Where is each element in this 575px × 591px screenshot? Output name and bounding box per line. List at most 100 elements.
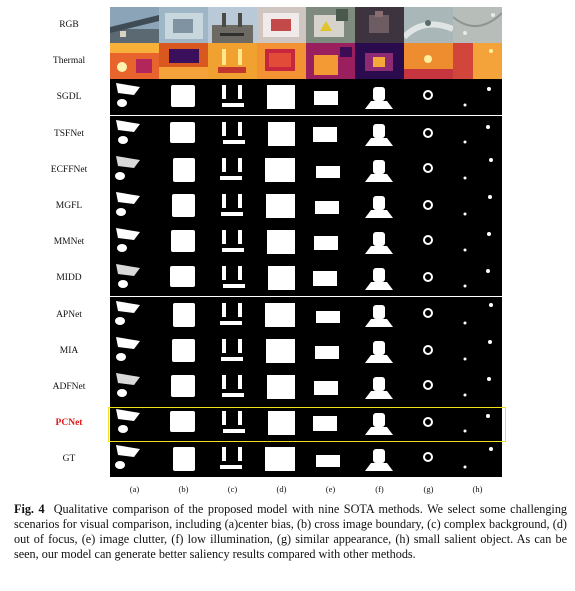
saliency-map bbox=[404, 188, 453, 224]
figure-caption: Fig. 4 Qualitative comparison of the pro… bbox=[14, 502, 567, 562]
saliency-map bbox=[257, 405, 306, 442]
saliency-map bbox=[306, 188, 355, 224]
saliency-map bbox=[208, 79, 257, 116]
saliency-map bbox=[110, 260, 159, 297]
row-label: TSFNet bbox=[53, 128, 85, 139]
saliency-map bbox=[159, 332, 208, 369]
saliency-map bbox=[355, 115, 404, 152]
saliency-map bbox=[453, 296, 502, 333]
saliency-map bbox=[306, 115, 355, 152]
row-label: RGB bbox=[59, 20, 79, 30]
column-label: (c) bbox=[227, 484, 238, 494]
saliency-map bbox=[306, 79, 355, 116]
saliency-map bbox=[110, 369, 159, 405]
saliency-map bbox=[453, 224, 502, 261]
figure-row: ECFFNet bbox=[0, 151, 575, 188]
saliency-map bbox=[453, 441, 502, 478]
saliency-map bbox=[306, 405, 355, 442]
saliency-map bbox=[208, 151, 257, 188]
saliency-map bbox=[208, 405, 257, 442]
row-label: SGDL bbox=[56, 92, 82, 103]
column-label: (e) bbox=[325, 484, 336, 494]
saliency-map bbox=[306, 151, 355, 188]
row-label: ECFFNet bbox=[50, 164, 88, 175]
row-label: ADFNet bbox=[52, 382, 86, 392]
rgb-image bbox=[257, 7, 306, 43]
saliency-map bbox=[355, 441, 404, 478]
rgb-image bbox=[159, 7, 208, 43]
saliency-map bbox=[404, 224, 453, 261]
thermal-image bbox=[355, 43, 404, 80]
column-label: (d) bbox=[276, 484, 287, 494]
saliency-map bbox=[306, 260, 355, 297]
rgb-image bbox=[453, 7, 502, 43]
rgb-image bbox=[110, 7, 159, 43]
caption-text: Qualitative comparison of the proposed m… bbox=[14, 502, 568, 561]
saliency-map bbox=[257, 151, 306, 188]
saliency-map bbox=[355, 79, 404, 116]
figure-row: Thermal bbox=[0, 43, 575, 80]
saliency-map bbox=[453, 188, 502, 224]
saliency-map bbox=[110, 151, 159, 188]
saliency-map bbox=[355, 369, 404, 405]
saliency-map bbox=[404, 441, 453, 478]
saliency-map bbox=[355, 260, 404, 297]
saliency-map bbox=[355, 188, 404, 224]
saliency-map bbox=[453, 115, 502, 152]
rgb-image bbox=[404, 7, 453, 43]
row-label: APNet bbox=[56, 309, 82, 320]
saliency-map bbox=[159, 296, 208, 333]
thermal-image bbox=[453, 43, 502, 80]
saliency-map bbox=[159, 188, 208, 224]
saliency-map bbox=[110, 441, 159, 478]
saliency-map bbox=[404, 115, 453, 152]
column-label: (h) bbox=[472, 484, 483, 494]
figure-row: MMNet bbox=[0, 224, 575, 261]
saliency-map bbox=[404, 296, 453, 333]
saliency-map bbox=[159, 369, 208, 405]
saliency-map bbox=[355, 224, 404, 261]
saliency-map bbox=[257, 79, 306, 116]
saliency-map bbox=[208, 224, 257, 261]
saliency-map bbox=[110, 188, 159, 224]
saliency-map bbox=[404, 79, 453, 116]
row-label: GT bbox=[62, 454, 76, 465]
saliency-map bbox=[159, 405, 208, 442]
column-label: (g) bbox=[423, 484, 434, 494]
figure-row: GT bbox=[0, 441, 575, 478]
figure-row: ADFNet bbox=[0, 369, 575, 405]
saliency-map bbox=[306, 296, 355, 333]
figure-row: SGDL bbox=[0, 79, 575, 116]
saliency-map bbox=[257, 296, 306, 333]
row-label: MMNet bbox=[53, 237, 85, 248]
row-label: MGFL bbox=[55, 201, 83, 211]
saliency-map bbox=[110, 296, 159, 333]
saliency-map bbox=[404, 332, 453, 369]
row-label: MIA bbox=[59, 345, 79, 356]
saliency-map bbox=[453, 405, 502, 442]
saliency-map bbox=[306, 224, 355, 261]
saliency-map bbox=[208, 188, 257, 224]
saliency-map bbox=[110, 224, 159, 261]
saliency-map bbox=[208, 441, 257, 478]
saliency-map bbox=[306, 441, 355, 478]
saliency-map bbox=[404, 369, 453, 405]
saliency-map bbox=[208, 115, 257, 152]
saliency-map bbox=[110, 332, 159, 369]
saliency-map bbox=[355, 405, 404, 442]
saliency-map bbox=[110, 79, 159, 116]
saliency-map bbox=[257, 260, 306, 297]
comparison-figure: RGB Thermal SGDL TSFNet ECFFNet MGFL MMNet MIDD… bbox=[0, 7, 575, 494]
saliency-map bbox=[306, 369, 355, 405]
saliency-map bbox=[159, 224, 208, 261]
saliency-map bbox=[159, 151, 208, 188]
column-label: (b) bbox=[178, 484, 189, 494]
saliency-map bbox=[453, 332, 502, 369]
saliency-map bbox=[110, 405, 159, 442]
saliency-map bbox=[453, 369, 502, 405]
thermal-image bbox=[257, 43, 306, 80]
row-label: PCNet bbox=[55, 418, 83, 429]
saliency-map bbox=[355, 151, 404, 188]
saliency-map bbox=[257, 441, 306, 478]
thermal-image bbox=[159, 43, 208, 80]
